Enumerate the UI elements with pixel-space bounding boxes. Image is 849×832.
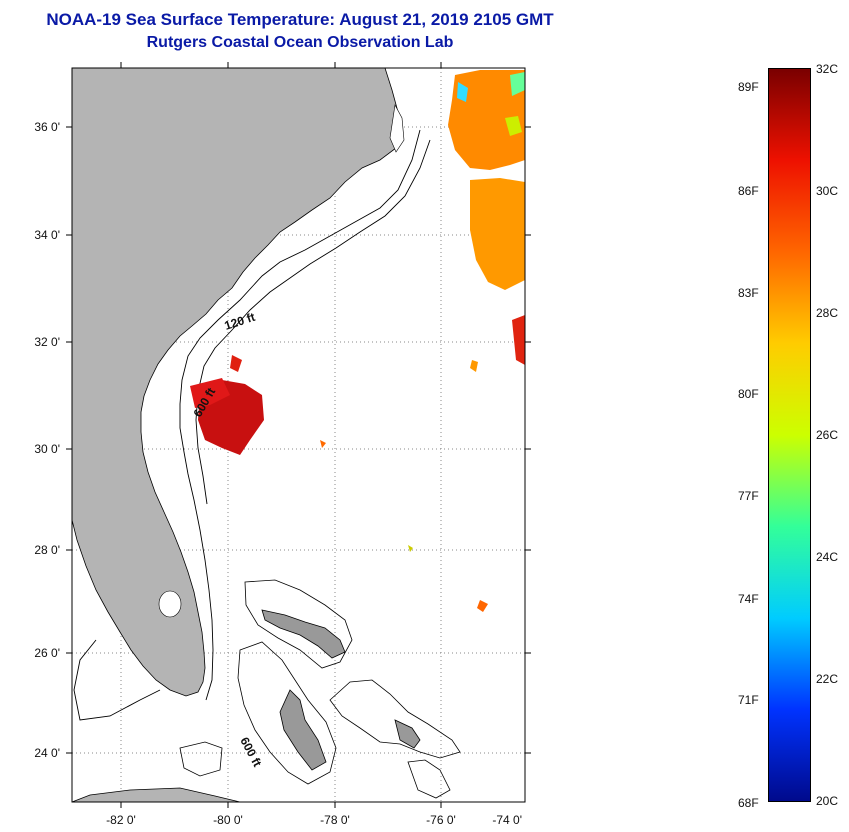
mainland-land (71, 67, 401, 697)
shelf-contours (73, 129, 431, 721)
cb-f-80: 80F (738, 387, 759, 401)
cb-f-83: 83F (738, 286, 759, 300)
map-ticks (66, 62, 531, 808)
cb-c-28: 28C (816, 306, 839, 320)
cb-c-24: 24C (816, 550, 839, 564)
lon-label-78: -78 0' (320, 813, 350, 827)
lat-label-36: 36 0' (34, 120, 60, 134)
cb-c-20: 20C (816, 794, 839, 808)
cb-f-68: 68F (738, 796, 759, 810)
lon-label-76: -76 0' (426, 813, 456, 827)
sst-patches (190, 70, 525, 612)
cb-f-86: 86F (738, 184, 759, 198)
map-border (71, 67, 526, 803)
lat-label-24: 24 0' (34, 746, 60, 760)
cb-f-89: 89F (738, 80, 759, 94)
cb-c-26: 26C (816, 428, 839, 442)
lat-label-34: 34 0' (34, 228, 60, 242)
lat-label-26: 26 0' (34, 646, 60, 660)
cb-c-32: 32C (816, 62, 839, 76)
temperature-colorbar (768, 68, 811, 802)
lon-label-74: -74 0' (492, 813, 522, 827)
map-title: NOAA-19 Sea Surface Temperature: August … (46, 10, 554, 29)
cb-c-30: 30C (816, 184, 839, 198)
bahamas-land (261, 609, 421, 771)
lat-label-30: 30 0' (34, 442, 60, 456)
cb-f-77: 77F (738, 489, 759, 503)
lon-label-80: -80 0' (213, 813, 243, 827)
outer-banks-sound (389, 104, 405, 153)
bahamas-contours (179, 579, 461, 799)
cb-f-71: 71F (738, 693, 759, 707)
lat-label-28: 28 0' (34, 543, 60, 557)
cb-f-74: 74F (738, 592, 759, 606)
cb-c-22: 22C (816, 672, 839, 686)
map-subtitle: Rutgers Coastal Ocean Observation Lab (146, 34, 454, 51)
lon-label-82: -82 0' (106, 813, 136, 827)
lake-okeechobee (158, 590, 182, 618)
lat-label-32: 32 0' (34, 335, 60, 349)
